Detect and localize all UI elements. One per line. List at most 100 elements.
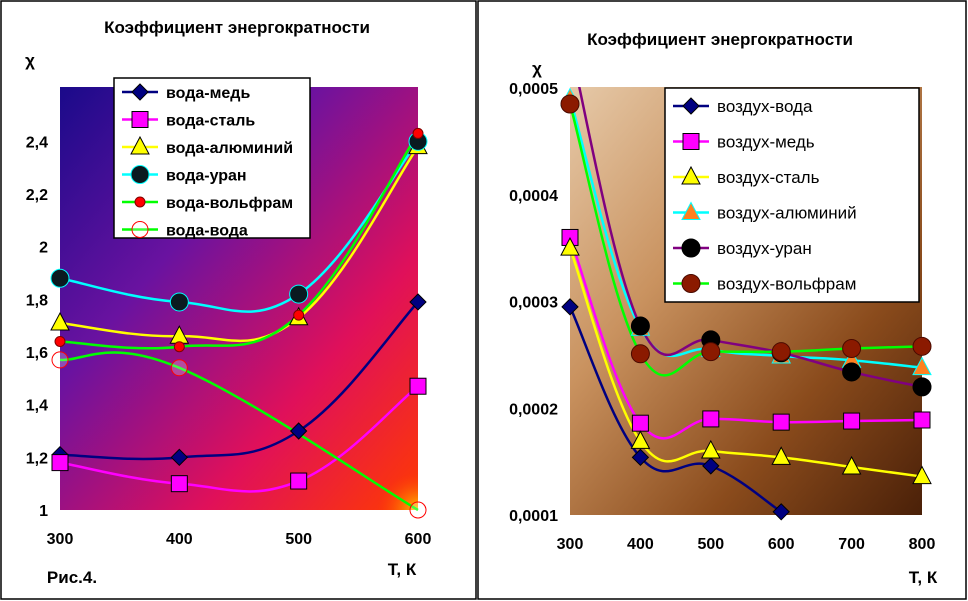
l-y-tick-label: 2,2 xyxy=(26,187,48,204)
l-x-tick-label: 300 xyxy=(47,531,74,548)
r-x-tick-label: 600 xyxy=(768,536,795,553)
legend-label-4: вода-уран xyxy=(166,168,247,185)
l-y-tick-label: 2,4 xyxy=(26,134,48,151)
data-point-1 xyxy=(289,422,308,440)
legend-marker-1 xyxy=(682,97,700,115)
l-y-tick-label: 1,2 xyxy=(26,450,48,467)
data-point-3 xyxy=(700,439,721,459)
data-point-6 xyxy=(701,342,721,362)
l-x-tick-label: 400 xyxy=(166,531,193,548)
legend-marker-5 xyxy=(134,196,146,208)
l-y-tick-label: 1,8 xyxy=(26,292,48,309)
l-legend-box xyxy=(113,77,311,239)
data-point-6 xyxy=(51,351,69,369)
data-point-5 xyxy=(412,127,424,139)
right-chart-title: Коэффициент энергократности xyxy=(587,30,853,49)
data-point-6 xyxy=(842,338,862,358)
data-point-5 xyxy=(173,341,185,353)
legend-marker-6 xyxy=(131,221,149,238)
data-point-4 xyxy=(289,284,309,304)
legend-marker-4 xyxy=(681,201,701,220)
l-y-tick-label: 1,4 xyxy=(26,398,48,415)
data-point-3 xyxy=(912,465,932,485)
r-y-tick-label: 0,0003 xyxy=(509,295,558,312)
r-x-tick-label: 800 xyxy=(909,536,936,553)
data-point-6 xyxy=(409,501,427,519)
data-point-5 xyxy=(630,316,650,336)
legend-label-5: воздух-уран xyxy=(717,239,812,258)
left-x-axis-label: Т, К xyxy=(388,560,417,579)
r-y-tick-label: 0,0002 xyxy=(509,401,558,418)
data-point-3 xyxy=(771,446,792,465)
data-point-4 xyxy=(912,356,932,376)
data-point-5 xyxy=(54,335,66,347)
data-point-2 xyxy=(51,454,69,472)
right-chart: Коэффициент энергократности χ Т, К 300 40… xyxy=(509,30,938,587)
r-x-tick-label: 500 xyxy=(697,536,724,553)
data-point-6 xyxy=(912,336,932,356)
legend-marker-6 xyxy=(681,274,701,293)
legend-label-2: вода-сталь xyxy=(166,113,255,130)
legend-marker-5 xyxy=(681,238,701,258)
data-point-6 xyxy=(771,342,791,362)
data-point-1 xyxy=(561,298,579,316)
data-point-3 xyxy=(841,455,862,475)
data-point-2 xyxy=(843,412,861,430)
r-y-tick-label: 0,0004 xyxy=(509,188,558,205)
l-x-tick-label: 600 xyxy=(405,531,432,548)
data-point-2 xyxy=(631,414,649,432)
left-y-axis-label: χ xyxy=(25,51,35,70)
data-point-1 xyxy=(170,448,189,467)
legend-label-1: воздух-вода xyxy=(717,97,813,116)
right-x-axis-label: Т, К xyxy=(909,568,938,587)
data-point-2 xyxy=(702,410,720,428)
l-y-tick-label: 2 xyxy=(39,240,48,257)
legend-marker-2 xyxy=(131,111,149,128)
series-line-3 xyxy=(59,145,420,343)
data-point-2 xyxy=(913,411,931,429)
legend-label-1: вода-медь xyxy=(166,85,250,102)
data-point-5 xyxy=(293,309,305,321)
l-y-tick-label: 1 xyxy=(39,503,48,520)
series-line-1 xyxy=(568,306,782,513)
series-line-5 xyxy=(59,132,420,350)
legend-marker-3 xyxy=(130,135,150,155)
left-chart-title: Коэффициент энергократности xyxy=(104,18,370,37)
series-line-4 xyxy=(59,140,419,313)
legend-label-3: воздух-сталь xyxy=(717,168,820,187)
data-point-6 xyxy=(630,344,650,364)
legend-marker-2 xyxy=(682,133,700,150)
data-point-2 xyxy=(170,475,188,493)
data-point-2 xyxy=(772,413,790,431)
series-line-1 xyxy=(59,301,419,461)
legend-marker-1 xyxy=(131,83,149,101)
r-x-tick-label: 300 xyxy=(557,536,584,553)
r-y-tick-label: 0,0005 xyxy=(509,81,558,98)
data-point-1 xyxy=(409,293,427,311)
left-chart: Коэффициент энергократности χ Т, К Рис.4… xyxy=(25,18,431,587)
data-point-4 xyxy=(50,268,70,288)
legend-label-2: воздух-медь xyxy=(717,133,815,152)
l-x-tick-label: 500 xyxy=(285,531,312,548)
data-point-2 xyxy=(409,377,427,395)
legend-label-6: воздух-вольфрам xyxy=(717,275,856,294)
legend-label-5: вода-вольфрам xyxy=(166,195,293,212)
legend-marker-3 xyxy=(681,165,701,185)
data-point-5 xyxy=(842,362,862,382)
data-point-1 xyxy=(772,503,790,521)
r-y-tick-label: 0,0001 xyxy=(509,508,558,525)
data-point-3 xyxy=(50,311,70,331)
legend-marker-4 xyxy=(130,165,150,184)
data-point-4 xyxy=(169,292,189,312)
r-legend-box xyxy=(664,87,920,303)
r-x-tick-label: 700 xyxy=(838,536,865,553)
data-point-3 xyxy=(630,430,651,449)
series-line-2 xyxy=(59,385,419,493)
left-plot-glow xyxy=(300,400,418,510)
data-point-6 xyxy=(560,94,580,114)
r-x-tick-label: 400 xyxy=(627,536,654,553)
data-point-3 xyxy=(560,237,580,256)
data-point-5 xyxy=(912,377,932,397)
l-y-tick-label: 1,6 xyxy=(26,345,48,362)
